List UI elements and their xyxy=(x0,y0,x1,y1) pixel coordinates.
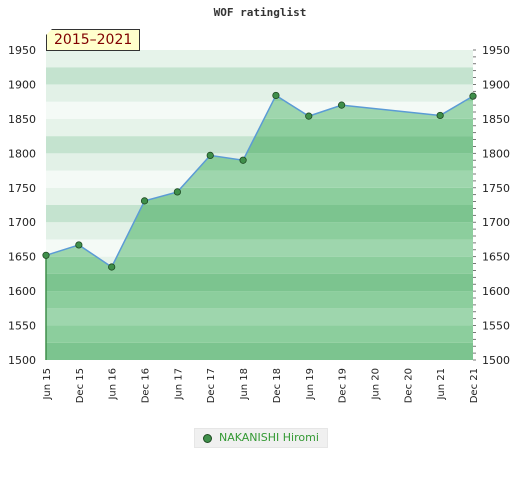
data-point xyxy=(206,151,214,159)
y-tick-label-right: 1700 xyxy=(482,216,510,229)
legend-series-label: NAKANISHI Hiromi xyxy=(219,431,319,444)
data-point xyxy=(239,156,247,164)
x-tick-label: Jun 18 xyxy=(239,368,250,401)
date-range-badge: 2015–2021 xyxy=(46,29,141,51)
y-tick-label-right: 1600 xyxy=(482,285,510,298)
area-band xyxy=(46,308,473,326)
y-tick-label-right: 1500 xyxy=(482,354,510,367)
legend-marker-icon xyxy=(203,434,212,443)
x-tick-label: Jun 19 xyxy=(305,368,316,401)
area-band xyxy=(46,342,473,360)
y-tick-label-left: 1650 xyxy=(8,251,36,264)
y-tick-label-left: 1800 xyxy=(8,147,36,160)
x-tick-label: Jun 16 xyxy=(108,368,119,401)
grid-band xyxy=(46,50,473,68)
x-tick-label: Dec 18 xyxy=(272,368,283,403)
area-band xyxy=(46,291,473,309)
y-tick-label-left: 1700 xyxy=(8,216,36,229)
area-band xyxy=(46,256,473,274)
area-band xyxy=(46,325,473,343)
area-band xyxy=(46,239,473,257)
chart-title: WOF ratinglist xyxy=(213,6,307,19)
legend[interactable]: NAKANISHI Hiromi xyxy=(194,428,328,448)
data-point xyxy=(140,197,149,205)
x-tick-label: Dec 16 xyxy=(141,368,152,403)
data-point xyxy=(305,112,313,120)
x-tick-label: Dec 17 xyxy=(206,368,217,403)
data-point xyxy=(42,251,50,259)
area-band xyxy=(46,273,473,292)
y-tick-label-right: 1850 xyxy=(482,113,510,126)
data-point xyxy=(108,263,116,271)
grid-band xyxy=(46,67,473,85)
y-tick-label-right: 1650 xyxy=(482,251,510,264)
x-tick-label: Jun 17 xyxy=(173,368,184,401)
y-tick-label-left: 1500 xyxy=(8,354,36,367)
grid-band xyxy=(46,84,473,102)
x-tick-label: Dec 21 xyxy=(469,368,480,403)
y-tick-label-left: 1600 xyxy=(8,285,36,298)
y-tick-label-left: 1750 xyxy=(8,182,36,195)
y-tick-label-left: 1550 xyxy=(8,320,36,333)
y-tick-label-right: 1900 xyxy=(482,78,510,91)
x-tick-label: Dec 15 xyxy=(75,368,86,403)
area-band xyxy=(46,222,473,240)
data-point xyxy=(338,101,346,109)
x-tick-label: Jun 20 xyxy=(370,368,381,401)
data-point xyxy=(75,241,83,249)
y-tick-label-right: 1950 xyxy=(482,44,510,57)
data-point xyxy=(272,91,280,100)
data-point xyxy=(436,111,444,120)
y-tick-label-right: 1550 xyxy=(482,320,510,333)
x-tick-label: Jun 15 xyxy=(42,368,53,401)
x-tick-label: Jun 21 xyxy=(436,368,447,401)
series-line xyxy=(45,94,474,269)
data-point xyxy=(173,188,181,196)
y-tick-label-left: 1900 xyxy=(8,78,36,91)
area-band xyxy=(46,205,473,223)
data-point xyxy=(469,92,477,100)
y-tick-label-right: 1800 xyxy=(482,147,510,160)
y-tick-label-right: 1750 xyxy=(482,182,510,195)
x-tick-label: Dec 20 xyxy=(403,368,414,403)
x-tick-label: Dec 19 xyxy=(338,368,349,403)
y-tick-label-left: 1950 xyxy=(8,44,36,57)
y-tick-label-left: 1850 xyxy=(8,113,36,126)
